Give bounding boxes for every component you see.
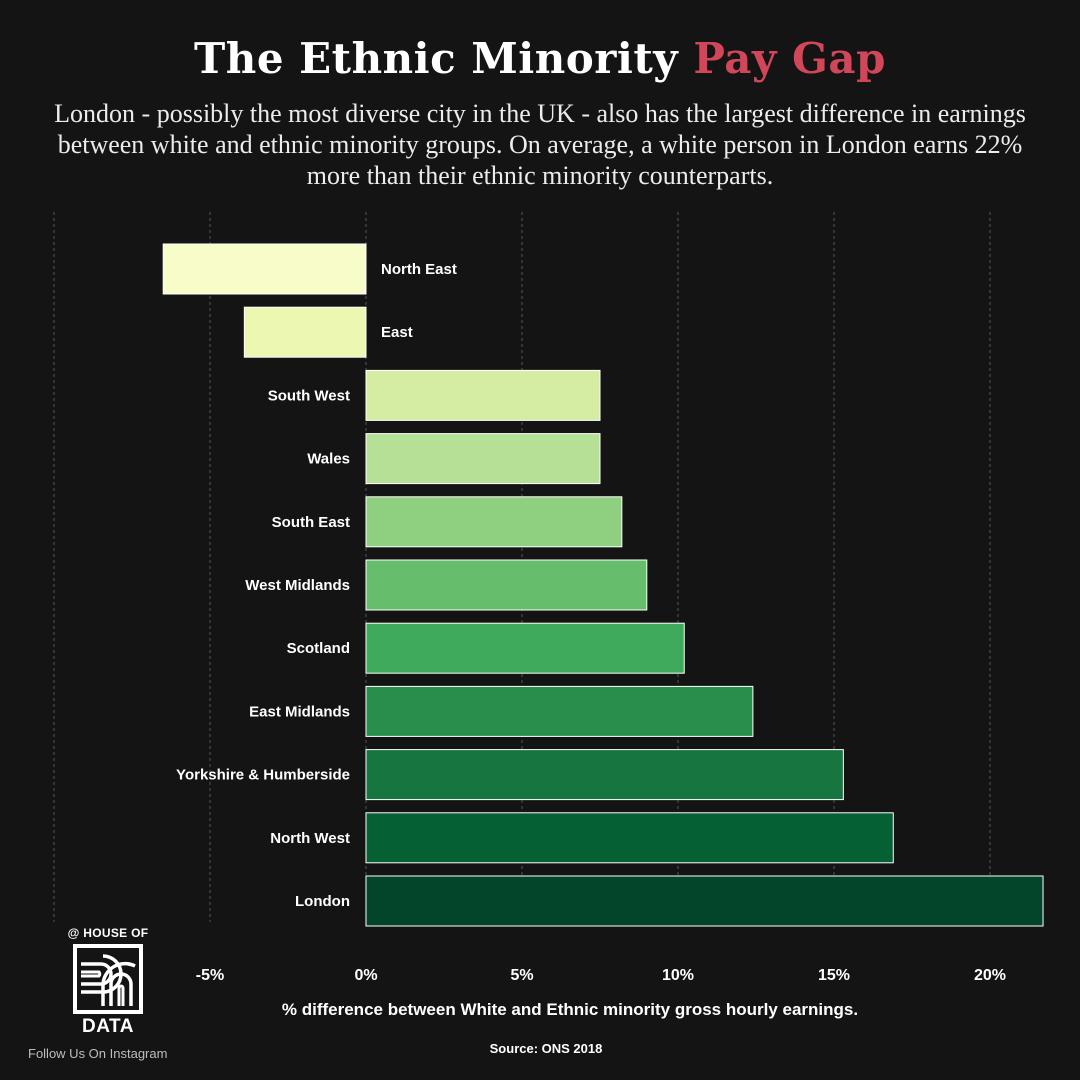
category-label: Scotland (287, 640, 350, 657)
brand-logo: @ HOUSE OF DATA (60, 926, 156, 1038)
bar-scotland (365, 622, 685, 674)
bar-east-midlands (365, 685, 754, 737)
bar-wales (365, 433, 601, 485)
category-label: North West (270, 830, 350, 847)
category-label: East (381, 324, 413, 341)
category-label: East Midlands (249, 703, 350, 720)
bar-west-midlands (365, 559, 648, 611)
bar-layer (162, 243, 1044, 927)
category-label: North East (381, 261, 457, 278)
tick-layer: -5% 0% 5% 10% 15% 20% (196, 967, 1006, 984)
x-tick-label: -5% (196, 967, 224, 984)
x-tick-label: 15% (818, 967, 850, 984)
x-tick-label: 5% (510, 967, 533, 984)
x-tick-label: 10% (662, 967, 694, 984)
bar-north-east (162, 243, 367, 295)
follow-instagram-text: Follow Us On Instagram (28, 1046, 168, 1061)
x-tick-label: 20% (974, 967, 1006, 984)
logo-top-text: @ HOUSE OF (67, 926, 149, 940)
chart-title: The Ethnic Minority Pay Gap (0, 34, 1080, 83)
title-accent: Pay Gap (693, 34, 886, 83)
bar-south-east (365, 496, 623, 548)
chart-subtitle: London - possibly the most diverse city … (54, 99, 1026, 190)
category-label: London (295, 893, 350, 910)
bar-north-west (365, 812, 894, 864)
bar-south-west (365, 369, 601, 421)
label-layer: North East East South West Wales South East W… (176, 261, 457, 910)
x-axis-label: % difference between White and Ethnic mi… (281, 1000, 859, 1019)
house-of-data-logo-icon (73, 944, 143, 1014)
category-label: South East (272, 514, 350, 531)
bar-east (243, 306, 367, 358)
logo-bottom-text: DATA (82, 1016, 134, 1037)
category-label: Yorkshire & Humberside (176, 767, 350, 784)
category-label: Wales (307, 451, 350, 468)
title-main: The Ethnic Minority (194, 34, 679, 83)
category-label: South West (268, 387, 350, 404)
x-tick-label: 0% (354, 967, 377, 984)
bar-london (365, 875, 1044, 927)
source-note: Source: ONS 2018 (489, 1041, 603, 1056)
category-label: West Midlands (245, 577, 350, 594)
bar-yorkshire-humberside (365, 749, 844, 801)
